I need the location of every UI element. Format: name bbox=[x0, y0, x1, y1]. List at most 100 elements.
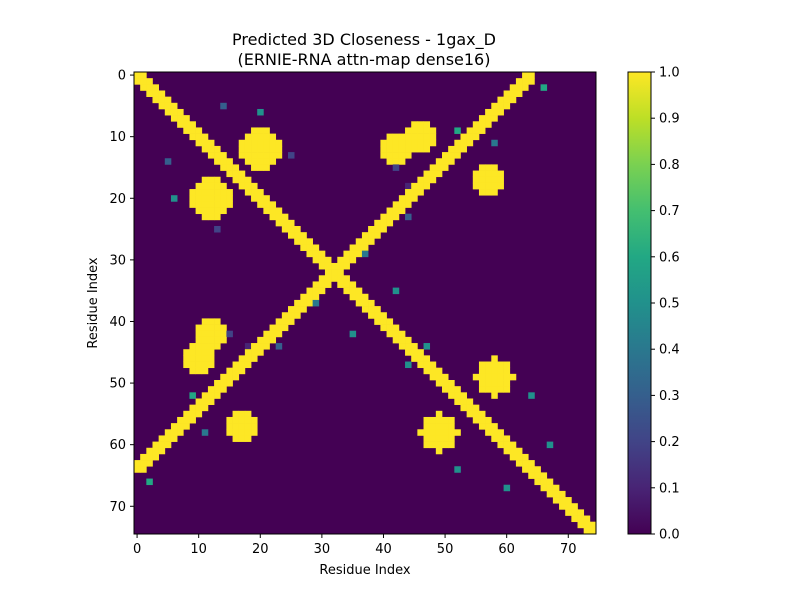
heatmap-cell bbox=[386, 133, 394, 141]
heatmap-cell bbox=[263, 158, 270, 165]
heatmap-cell bbox=[460, 145, 467, 153]
heatmap-cell bbox=[288, 312, 295, 319]
heatmap-cell bbox=[140, 84, 147, 91]
heatmap-cell bbox=[337, 281, 344, 288]
heatmap-cell bbox=[509, 90, 517, 97]
heatmap-cell bbox=[546, 484, 554, 492]
heatmap-cell bbox=[257, 336, 264, 344]
heatmap-cell bbox=[411, 189, 418, 196]
heatmap-cell bbox=[263, 330, 270, 338]
heatmap-cell bbox=[251, 423, 258, 430]
heatmap-cell bbox=[164, 441, 172, 449]
colorbar-tick-label: 0.5 bbox=[659, 297, 680, 312]
heatmap-cell bbox=[214, 318, 221, 325]
heatmap-cell bbox=[485, 115, 492, 122]
heatmap-cell bbox=[207, 336, 215, 344]
heatmap-cell bbox=[429, 361, 437, 369]
heatmap-cell bbox=[232, 373, 240, 381]
heatmap-cell bbox=[522, 466, 529, 473]
heatmap-cell bbox=[251, 349, 258, 356]
heatmap-cell bbox=[423, 139, 431, 147]
heatmap-cell bbox=[207, 318, 215, 325]
heatmap-cell bbox=[448, 380, 455, 387]
heatmap-cell bbox=[257, 349, 264, 356]
heatmap-cell bbox=[411, 145, 418, 153]
heatmap-cell bbox=[485, 380, 492, 387]
heatmap-cell bbox=[281, 226, 289, 233]
heatmap-cell bbox=[140, 72, 147, 79]
heatmap-cell bbox=[207, 139, 215, 147]
heatmap-cell bbox=[189, 133, 196, 141]
heatmap-cell bbox=[509, 96, 517, 104]
heatmap-cell bbox=[226, 373, 233, 381]
heatmap-cell bbox=[257, 133, 264, 141]
heatmap-cell bbox=[220, 195, 227, 202]
heatmap-cell bbox=[220, 189, 227, 196]
heatmap-cell bbox=[485, 108, 492, 116]
heatmap-cell bbox=[472, 416, 480, 424]
heatmap-cell bbox=[448, 392, 455, 399]
heatmap-cell bbox=[522, 72, 529, 79]
heatmap-cell bbox=[232, 164, 240, 171]
heatmap-cell bbox=[423, 361, 431, 369]
heatmap-cell bbox=[423, 355, 431, 362]
heatmap-cell bbox=[497, 182, 504, 190]
heatmap-cell bbox=[435, 367, 443, 375]
heatmap-cell bbox=[331, 269, 338, 276]
heatmap-cell bbox=[423, 176, 431, 184]
heatmap-cell bbox=[207, 349, 215, 356]
heatmap-cell bbox=[583, 527, 591, 535]
heatmap-cell bbox=[343, 281, 350, 288]
heatmap-cell bbox=[306, 250, 313, 258]
heatmap-cell bbox=[207, 195, 215, 202]
heatmap-cell bbox=[565, 503, 572, 510]
heatmap-cell bbox=[423, 127, 431, 134]
heatmap-cell bbox=[442, 416, 449, 424]
heatmap-cell bbox=[275, 139, 283, 147]
heatmap-cell bbox=[214, 195, 221, 202]
heatmap-cell bbox=[269, 207, 277, 215]
heatmap-cell bbox=[497, 96, 504, 104]
heatmap-cell bbox=[318, 287, 326, 295]
heatmap-cell bbox=[158, 90, 166, 97]
heatmap-cell bbox=[546, 490, 554, 498]
heatmap-cell bbox=[423, 182, 431, 190]
heatmap-cell bbox=[170, 108, 178, 116]
x-tick-label: 0 bbox=[133, 542, 141, 557]
heatmap-cell bbox=[263, 164, 270, 171]
heatmap-cell bbox=[546, 478, 554, 486]
heatmap-cell bbox=[571, 515, 578, 523]
heatmap-cell bbox=[207, 176, 215, 184]
heatmap-cell bbox=[183, 121, 190, 128]
heatmap-cell bbox=[577, 521, 585, 529]
heatmap-cell bbox=[374, 232, 381, 239]
heatmap-cell bbox=[442, 429, 449, 436]
heatmap-cell bbox=[214, 324, 221, 332]
heatmap-cell bbox=[207, 201, 215, 208]
heatmap-cell bbox=[491, 373, 498, 381]
heatmap-cell bbox=[207, 213, 215, 221]
heatmap-cell bbox=[411, 127, 418, 134]
heatmap-cell bbox=[491, 164, 498, 171]
heatmap-cell bbox=[491, 435, 498, 442]
heatmap-cell bbox=[435, 164, 443, 171]
heatmap-cell bbox=[232, 423, 240, 430]
y-axis-ticks: 0 10 20 30 40 50 60 70 bbox=[109, 69, 134, 515]
heatmap-cell bbox=[435, 441, 443, 449]
heatmap-cell bbox=[386, 324, 394, 332]
heatmap-cell bbox=[214, 386, 221, 393]
heatmap-cell bbox=[257, 189, 264, 196]
heatmap-cell bbox=[503, 380, 511, 387]
heatmap-cell bbox=[238, 429, 246, 436]
heatmap-cell bbox=[294, 226, 301, 233]
heatmap-cell bbox=[201, 367, 209, 375]
heatmap-cell bbox=[417, 176, 424, 184]
heatmap-cell bbox=[195, 139, 203, 147]
heatmap-cell bbox=[164, 158, 172, 165]
y-tick-label: 10 bbox=[109, 130, 126, 145]
heatmap-cell bbox=[251, 195, 258, 202]
heatmap-cell bbox=[331, 262, 338, 270]
heatmap-cell bbox=[232, 435, 240, 442]
heatmap-cell bbox=[238, 367, 246, 375]
heatmap-cell bbox=[417, 127, 424, 134]
